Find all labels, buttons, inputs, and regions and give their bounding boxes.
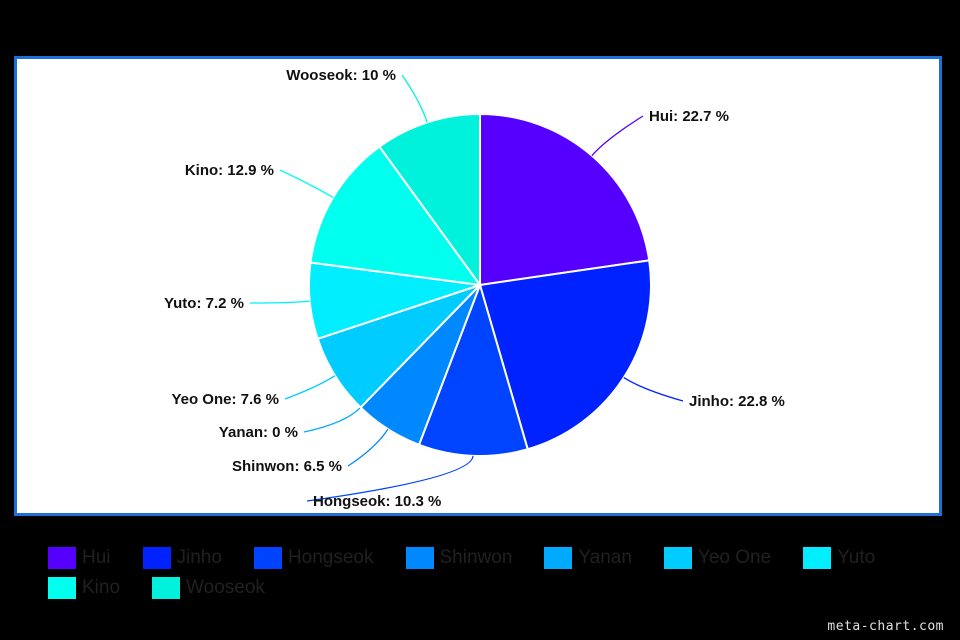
legend-swatch — [142, 547, 171, 569]
pie-slice-wooseok[interactable] — [378, 112, 481, 289]
slice-label-yuto: Yuto: 7.2 % — [164, 295, 244, 312]
legend-label: Hui — [82, 547, 111, 568]
legend-label: Hongseok — [287, 547, 374, 568]
legend-swatch — [48, 577, 76, 599]
slice-label-yeo-one: Yeo One: 7.6 % — [171, 391, 279, 408]
legend-item-shinwon[interactable]: Shinwon — [405, 546, 513, 570]
pie-slice-hui[interactable] — [479, 112, 651, 287]
slice-label-wooseok: Wooseok: 10 % — [286, 67, 396, 84]
legend-swatch — [544, 547, 573, 569]
leader-line-hui — [591, 115, 644, 157]
leader-line-shinwon — [347, 428, 389, 467]
legend-item-kino[interactable]: Kino — [48, 576, 120, 600]
slice-label-hui: Hui: 22.7 % — [649, 108, 729, 125]
legend-swatch — [48, 547, 76, 569]
legend-label: Shinwon — [439, 547, 513, 568]
legend-label: Jinho — [176, 547, 222, 568]
legend-item-yeo-one[interactable]: Yeo One — [663, 546, 772, 570]
legend-swatch — [663, 547, 692, 569]
legend-item-hongseok[interactable]: Hongseok — [253, 546, 374, 570]
legend-label: Kino — [82, 577, 121, 598]
legend-item-jinho[interactable]: Jinho — [142, 546, 222, 570]
legend-swatch — [253, 547, 282, 569]
slice-label-hongseok: Hongseok: 10.3 % — [313, 493, 441, 510]
legend-item-yuto[interactable]: Yuto — [803, 546, 875, 570]
legend-item-hui[interactable]: Hui — [48, 546, 111, 570]
legend: Hui Jinho Hongseok Shinwon Yanan Yeo One Yuto K… — [48, 546, 938, 600]
leader-line-yanan — [303, 406, 362, 433]
legend-swatch — [405, 547, 434, 569]
leader-line-yuto — [249, 300, 310, 304]
pie-slice-hongseok[interactable] — [417, 281, 529, 457]
pie-chart: Hui: 22.7 % Jinho: 22.8 % Hongseok: 10.3 %… — [164, 67, 785, 510]
slice-label-kino: Kino: 12.9 % — [185, 162, 274, 179]
legend-label: Yeo One — [697, 547, 772, 568]
leader-line-yeo-one — [284, 375, 336, 400]
leader-line-hongseok — [306, 455, 474, 502]
pie-slice-jinho[interactable] — [478, 259, 652, 451]
pie-slice-kino[interactable] — [309, 145, 483, 287]
slice-label-yanan: Yanan: 0 % — [219, 424, 298, 441]
legend-item-wooseok[interactable]: Wooseok — [152, 576, 265, 600]
legend-label: Yuto — [837, 547, 876, 568]
legend-label: Yanan — [578, 547, 632, 568]
leader-line-jinho — [623, 376, 684, 402]
leader-line-wooseok — [401, 74, 428, 123]
watermark: meta-chart.com — [827, 619, 944, 634]
legend-swatch — [803, 547, 832, 569]
legend-item-yanan[interactable]: Yanan — [544, 546, 632, 570]
legend-label: Wooseok — [186, 577, 265, 598]
chart-frame: Hui: 22.7 % Jinho: 22.8 % Hongseok: 10.3 %… — [14, 56, 942, 516]
legend-swatch — [152, 577, 181, 599]
leader-line-kino — [279, 169, 334, 199]
slice-label-shinwon: Shinwon: 6.5 % — [232, 458, 342, 475]
slice-label-jinho: Jinho: 22.8 % — [689, 393, 785, 410]
